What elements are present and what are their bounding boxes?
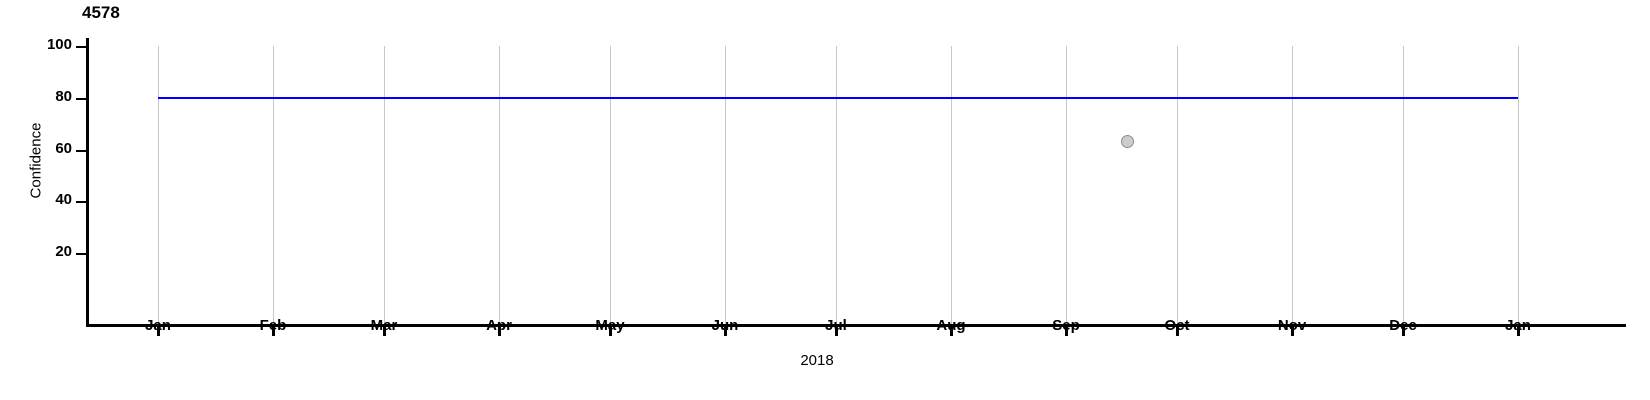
x-tick-label: Jan [1505,317,1531,334]
y-tick-label: 100 [46,36,72,53]
y-tick-mark [76,201,87,203]
gridline [1518,46,1519,325]
gridline [1403,46,1404,325]
x-tick-mark [1517,326,1520,336]
gridline [499,46,500,325]
y-tick-label: 20 [55,243,72,260]
x-tick-label: Apr [486,317,512,334]
x-tick-mark [1176,326,1179,336]
x-tick-label: Jul [825,317,847,334]
gridline [610,46,611,325]
x-tick-label: Jun [711,317,739,334]
y-tick-mark [76,98,87,100]
x-axis-line [86,324,1626,327]
y-tick-label: 60 [55,140,72,157]
x-tick-label: May [595,317,625,334]
x-tick-label: Sep [1052,317,1080,334]
gridline [384,46,385,325]
y-tick-mark [76,253,87,255]
x-tick-mark [498,326,501,336]
data-point-marker[interactable] [1120,135,1134,149]
x-tick-mark [835,326,838,336]
gridline [1292,46,1293,325]
x-tick-mark [272,326,275,336]
x-tick-mark [1402,326,1405,336]
x-tick-mark [157,326,160,336]
gridline [836,46,837,325]
y-axis-line [86,38,89,326]
y-tick-mark [76,46,87,48]
x-tick-mark [383,326,386,336]
x-tick-label: Aug [936,317,966,334]
x-tick-mark [724,326,727,336]
y-tick-mark [76,150,87,152]
gridline [1177,46,1178,325]
gridline [951,46,952,325]
x-tick-label: Jan [145,317,171,334]
x-tick-label: Mar [370,317,398,334]
y-tick-label: 40 [55,191,72,208]
x-tick-label: Oct [1164,317,1190,334]
chart-title: 4578 [82,3,120,22]
threshold-line [158,96,1518,99]
gridline [1066,46,1067,325]
x-tick-label: Dec [1389,317,1417,334]
gridline [273,46,274,325]
x-tick-label: Feb [259,317,287,334]
x-tick-mark [1291,326,1294,336]
x-tick-label: Nov [1277,317,1307,334]
gridline [158,46,159,325]
x-tick-mark [950,326,953,336]
y-tick-label: 80 [55,88,72,105]
x-tick-mark [609,326,612,336]
x-tick-mark [1065,326,1068,336]
x-axis-label: 2018 [800,352,834,369]
gridline [725,46,726,325]
